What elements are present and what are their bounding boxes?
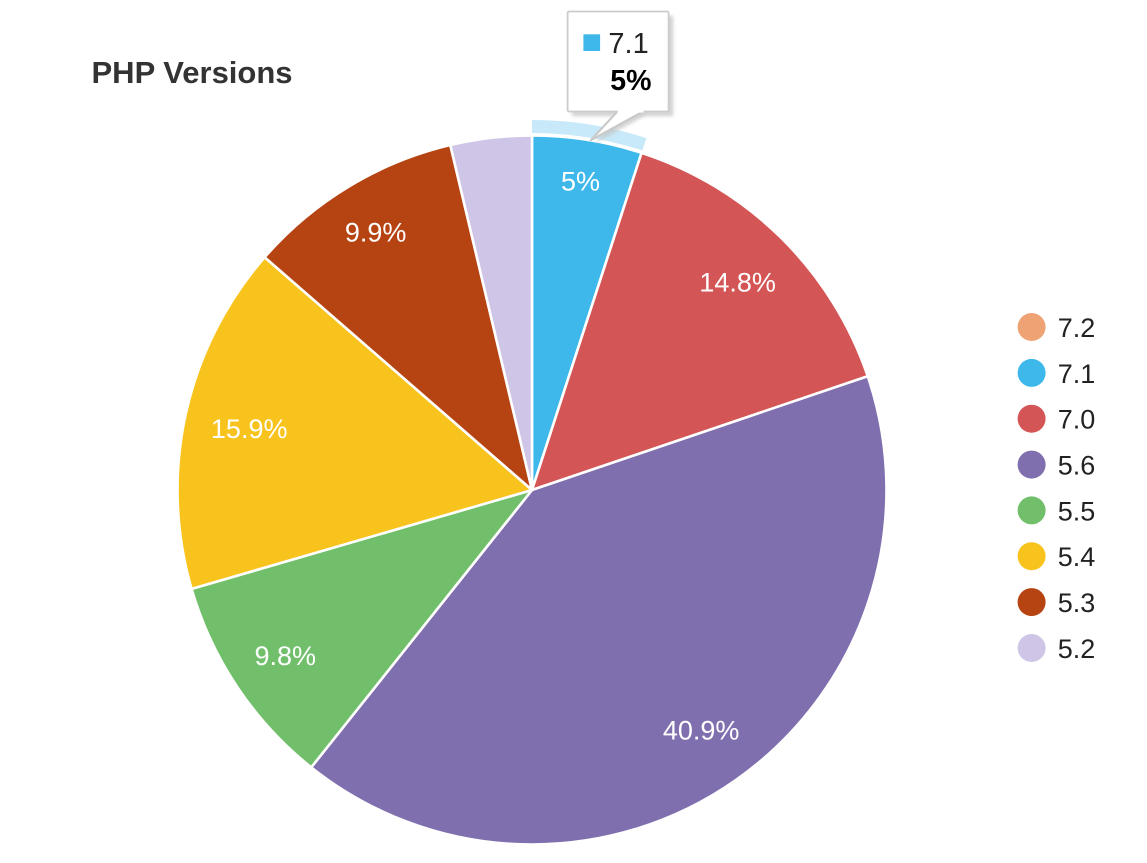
svg-text:14.8%: 14.8%	[699, 268, 776, 298]
svg-text:PHP Versions: PHP Versions	[92, 55, 293, 90]
svg-text:7.0: 7.0	[1058, 405, 1096, 435]
svg-text:9.8%: 9.8%	[255, 641, 317, 671]
svg-text:5%: 5%	[610, 65, 651, 97]
svg-text:5.3: 5.3	[1058, 588, 1096, 618]
svg-text:15.9%: 15.9%	[211, 414, 288, 444]
svg-text:5.4: 5.4	[1058, 542, 1096, 572]
svg-text:9.9%: 9.9%	[345, 217, 407, 247]
svg-text:5%: 5%	[561, 166, 600, 196]
svg-text:7.1: 7.1	[1058, 359, 1096, 389]
svg-text:5.6: 5.6	[1058, 451, 1096, 481]
svg-text:40.9%: 40.9%	[663, 716, 740, 746]
svg-text:7.2: 7.2	[1058, 313, 1096, 343]
svg-text:5.5: 5.5	[1058, 496, 1096, 526]
svg-text:7.1: 7.1	[608, 28, 648, 60]
svg-text:5.2: 5.2	[1058, 634, 1096, 664]
